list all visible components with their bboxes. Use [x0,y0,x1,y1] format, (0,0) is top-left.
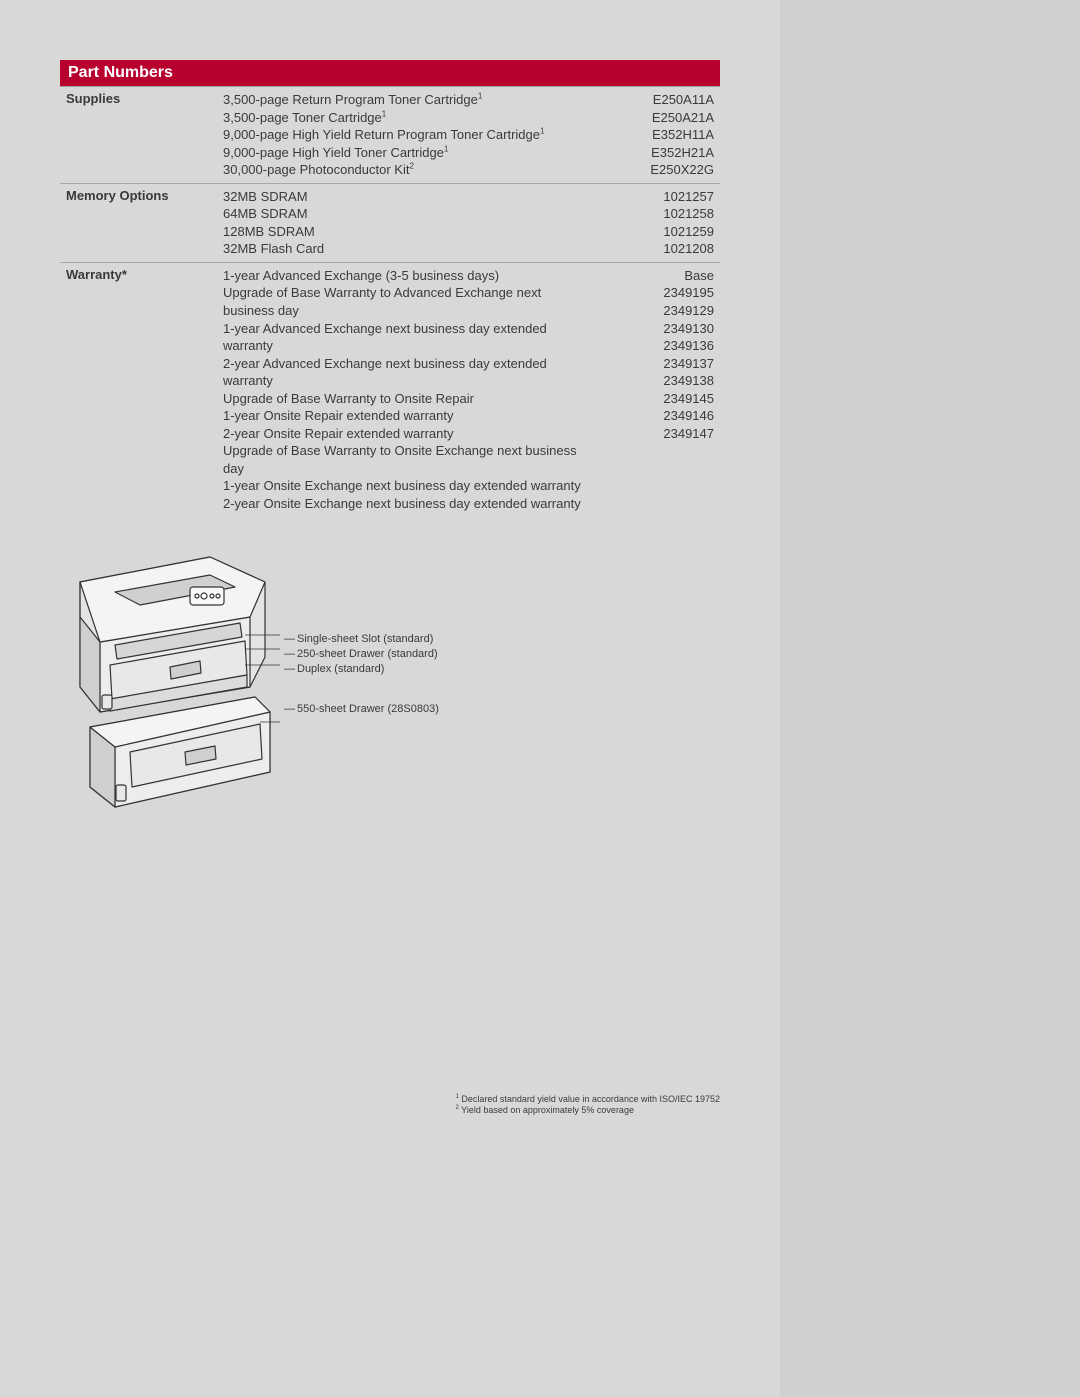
printer-illustration-row: —Single-sheet Slot (standard)—250-sheet … [60,547,720,817]
item-partnumber: 2349137 [604,355,714,373]
item-partnumber: 1021259 [604,223,714,241]
section-descriptions: 3,500-page Return Program Toner Cartridg… [217,87,598,184]
item-partnumber: E352H21A [604,144,714,162]
superscript: 2 [409,162,413,171]
document-page: Part Numbers Supplies 3,500-page Return P… [0,0,780,1397]
table-header-row: Part Numbers [60,60,720,87]
printer-svg [60,547,280,817]
section-category: Supplies [60,87,217,184]
item-partnumber: 1021208 [604,240,714,258]
superscript: 1 [478,92,482,101]
item-description: 32MB SDRAM [223,188,592,206]
superscript: 1 [444,144,448,153]
item-partnumber: E250A11A [604,91,714,109]
item-description: 3,500-page Return Program Toner Cartridg… [223,91,592,109]
callout-line: —Duplex (standard) [280,662,439,677]
callouts-upper: —Single-sheet Slot (standard)—250-sheet … [280,632,439,678]
item-partnumber: E250X22G [604,161,714,179]
item-description: 2-year Advanced Exchange next business d… [223,355,592,390]
item-description: 2-year Onsite Exchange next business day… [223,495,592,513]
item-partnumber: 2349195 [604,284,714,302]
item-partnumber: Base [604,267,714,285]
item-description: 1-year Advanced Exchange (3-5 business d… [223,267,592,285]
section-category: Memory Options [60,183,217,262]
item-partnumber: 1021257 [604,188,714,206]
item-description: 9,000-page High Yield Return Program Ton… [223,126,592,144]
footnote-line: 1 Declared standard yield value in accor… [456,1094,721,1106]
section-row: Supplies 3,500-page Return Program Toner … [60,87,720,184]
item-description: 1-year Onsite Exchange next business day… [223,477,592,495]
part-numbers-table: Part Numbers Supplies 3,500-page Return P… [60,60,720,517]
callout-line: —Single-sheet Slot (standard) [280,632,439,647]
item-description: 30,000-page Photoconductor Kit2 [223,161,592,179]
item-partnumber: E352H11A [604,126,714,144]
section-partnumbers: 1021257102125810212591021208 [598,183,720,262]
item-description: Upgrade of Base Warranty to Onsite Excha… [223,442,592,477]
item-description: 3,500-page Toner Cartridge1 [223,109,592,127]
item-description: Upgrade of Base Warranty to Advanced Exc… [223,284,592,319]
item-description: 2-year Onsite Repair extended warranty [223,425,592,443]
printer-line-art [60,547,280,817]
callout-line: —550-sheet Drawer (28S0803) [280,702,439,717]
item-partnumber: 2349147 [604,425,714,443]
section-partnumbers: Base234919523491292349130234913623491372… [598,262,720,516]
section-descriptions: 1-year Advanced Exchange (3-5 business d… [217,262,598,516]
item-partnumber: E250A21A [604,109,714,127]
item-partnumber: 2349145 [604,390,714,408]
callout-labels: —Single-sheet Slot (standard)—250-sheet … [280,632,439,738]
superscript: 1 [382,109,386,118]
item-description: Upgrade of Base Warranty to Onsite Repai… [223,390,592,408]
callouts-lower: —550-sheet Drawer (28S0803) [280,702,439,717]
section-row: Memory Options32MB SDRAM64MB SDRAM128MB … [60,183,720,262]
section-partnumbers: E250A11AE250A21AE352H11AE352H21AE250X22G [598,87,720,184]
footnote-line: 2 Yield based on approximately 5% covera… [456,1105,721,1117]
callout-line: —250-sheet Drawer (standard) [280,647,439,662]
item-partnumber: 2349130 [604,320,714,338]
item-partnumber: 1021258 [604,205,714,223]
item-description: 1-year Onsite Repair extended warranty [223,407,592,425]
item-partnumber: 2349136 [604,337,714,355]
item-description: 9,000-page High Yield Toner Cartridge1 [223,144,592,162]
table-title: Part Numbers [60,60,720,87]
item-description: 128MB SDRAM [223,223,592,241]
superscript: 1 [540,127,544,136]
footnotes: 1 Declared standard yield value in accor… [456,1094,721,1117]
item-description: 1-year Advanced Exchange next business d… [223,320,592,355]
item-partnumber: 2349129 [604,302,714,320]
section-category: Warranty* [60,262,217,516]
section-row: Warranty* 1-year Advanced Exchange (3-5 b… [60,262,720,516]
section-descriptions: 32MB SDRAM64MB SDRAM128MB SDRAM32MB Flas… [217,183,598,262]
item-description: 32MB Flash Card [223,240,592,258]
item-partnumber: 2349138 [604,372,714,390]
item-description: 64MB SDRAM [223,205,592,223]
item-partnumber: 2349146 [604,407,714,425]
